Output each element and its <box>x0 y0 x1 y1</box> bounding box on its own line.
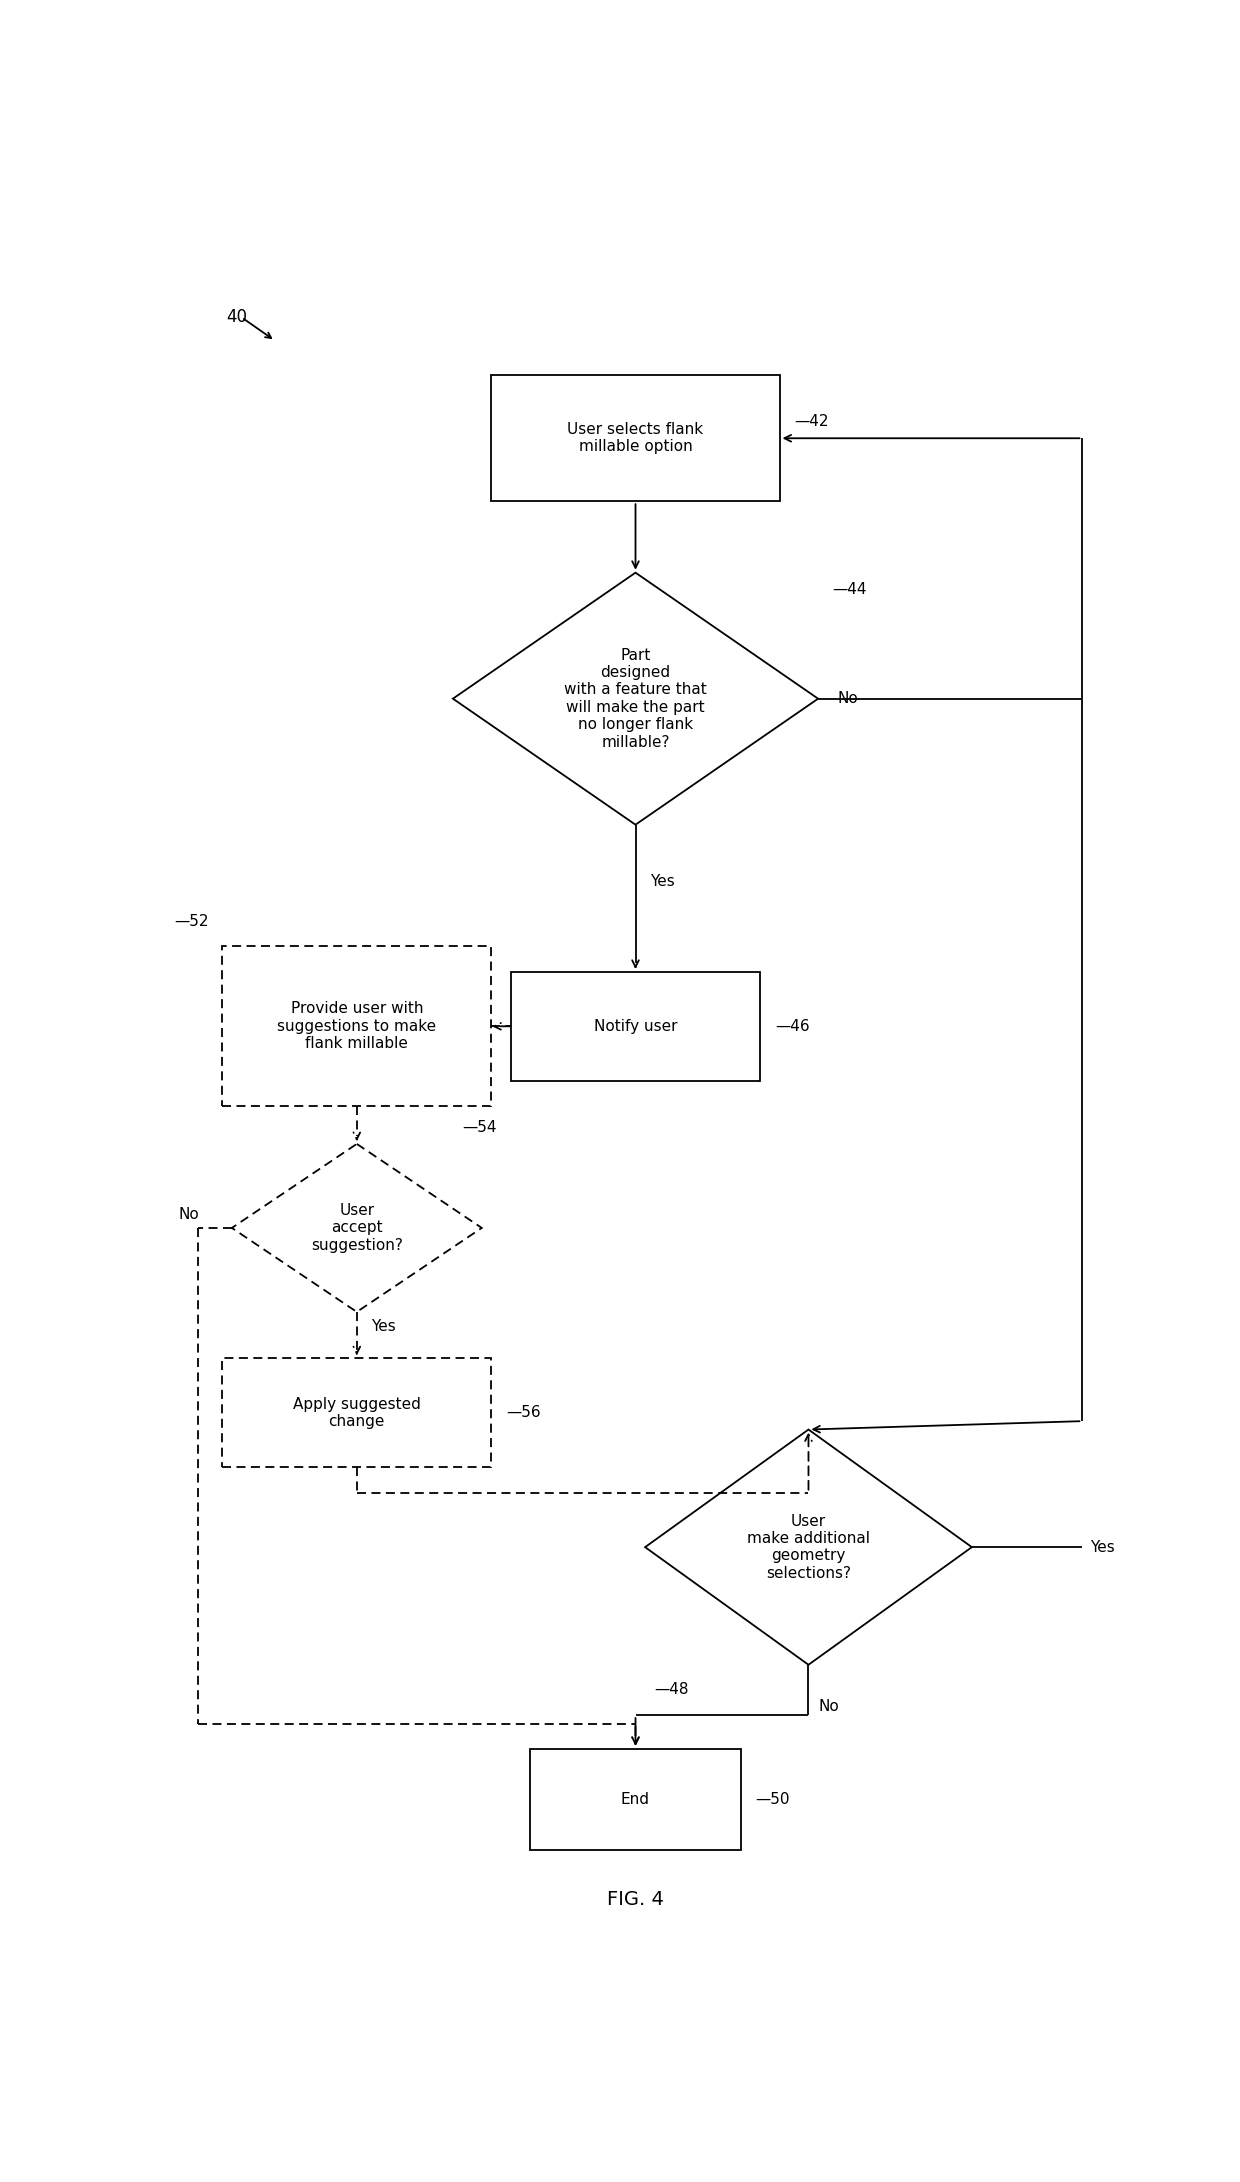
Text: —42: —42 <box>794 415 828 430</box>
Text: No: No <box>818 1700 838 1715</box>
Bar <box>222 947 491 1106</box>
Text: No: No <box>837 692 858 707</box>
Text: Apply suggested
change: Apply suggested change <box>293 1396 420 1429</box>
Text: Notify user: Notify user <box>594 1019 677 1034</box>
Text: —56: —56 <box>506 1405 541 1420</box>
Polygon shape <box>645 1429 972 1665</box>
Text: Yes: Yes <box>1090 1540 1115 1554</box>
Text: End: End <box>621 1791 650 1807</box>
Text: —46: —46 <box>775 1019 810 1034</box>
Polygon shape <box>232 1143 481 1311</box>
Text: Provide user with
suggestions to make
flank millable: Provide user with suggestions to make fl… <box>278 1002 436 1052</box>
Bar <box>222 1357 491 1466</box>
Bar <box>491 375 780 502</box>
Bar <box>529 1748 742 1850</box>
Text: 40: 40 <box>226 308 247 327</box>
Text: FIG. 4: FIG. 4 <box>608 1890 663 1909</box>
Polygon shape <box>453 572 818 825</box>
Text: User selects flank
millable option: User selects flank millable option <box>568 421 703 454</box>
Text: No: No <box>179 1207 198 1222</box>
Text: Yes: Yes <box>371 1320 396 1333</box>
Text: Part
designed
with a feature that
will make the part
no longer flank
millable?: Part designed with a feature that will m… <box>564 648 707 751</box>
Text: —54: —54 <box>463 1119 497 1135</box>
Text: —50: —50 <box>755 1791 790 1807</box>
Text: —48: —48 <box>655 1682 689 1698</box>
Text: —52: —52 <box>174 914 208 930</box>
Text: Yes: Yes <box>650 875 675 888</box>
Bar <box>511 971 760 1080</box>
Text: User
accept
suggestion?: User accept suggestion? <box>311 1202 403 1252</box>
Text: User
make additional
geometry
selections?: User make additional geometry selections… <box>746 1514 870 1580</box>
Text: —44: —44 <box>832 583 867 598</box>
